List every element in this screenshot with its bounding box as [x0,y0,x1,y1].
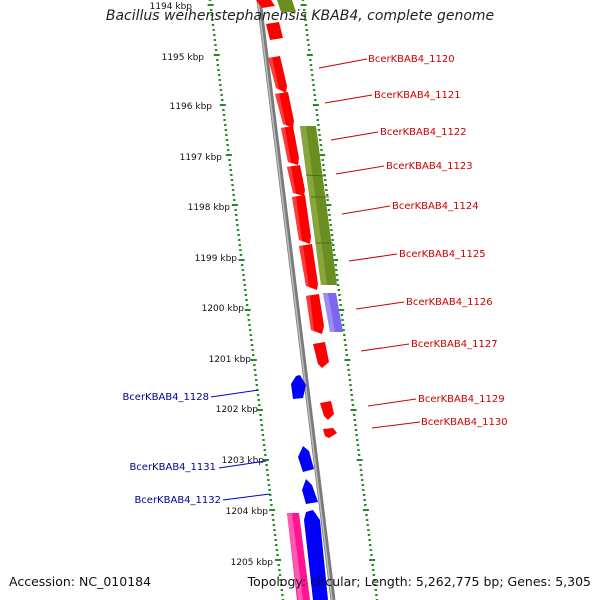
gene-label[interactable]: BcerKBAB4_1124 [392,201,479,212]
ruler-label: 1200 kbp [202,304,245,314]
leader-line [348,253,398,262]
green-feature-track [277,0,337,285]
ruler-ticks-left [207,0,285,600]
ruler-label: 1202 kbp [216,405,259,415]
gene-highlight [299,245,309,287]
gene-blue-large [304,510,328,600]
ruler-label: 1194 kbp [150,2,193,12]
gene-label[interactable]: BcerKBAB4_1127 [411,339,498,350]
gene-arrow [256,0,275,8]
genome-backbone [256,0,336,600]
leader-line [318,58,368,69]
ruler-label: 1198 kbp [188,203,231,213]
leader-line [341,205,391,215]
genome-backbone-highlight [257,0,333,600]
label-leaders-left [210,389,271,501]
ruler-label: 1197 kbp [180,153,223,163]
gene-labels-left: BcerKBAB4_1128 BcerKBAB4_1131 BcerKBAB4_… [122,392,221,506]
gene-1130 [323,428,337,438]
ruler-labels: 1194 kbp 1195 kbp 1196 kbp 1197 kbp 1198… [150,2,274,568]
gene-label[interactable]: BcerKBAB4_1120 [368,54,455,65]
gene-label[interactable]: BcerKBAB4_1121 [374,90,461,101]
leader-line [222,493,271,501]
ruler-label: 1204 kbp [226,507,269,517]
gene-1128 [291,375,306,399]
gene-label[interactable]: BcerKBAB4_1123 [386,161,473,172]
leader-line [355,301,405,310]
gene-highlight [268,57,279,89]
gene-highlight [292,196,302,241]
gene-1132 [302,479,318,504]
forward-genes-highlight [268,57,314,331]
gene-label[interactable]: BcerKBAB4_1122 [380,127,467,138]
gene-label[interactable]: BcerKBAB4_1131 [129,462,216,473]
gene-label[interactable]: BcerKBAB4_1132 [134,495,221,506]
ruler-label: 1199 kbp [195,254,238,264]
ruler-ticks-right [300,0,379,600]
ruler-label: 1203 kbp [222,456,265,466]
accession-text: Accession: NC_010184 [9,574,152,589]
leader-line [210,389,259,398]
gene-label[interactable]: BcerKBAB4_1130 [421,417,508,428]
reverse-genes [291,375,328,600]
purple-feature-shade [323,293,335,332]
ruler-label: 1196 kbp [170,102,213,112]
gene-labels-right: BcerKBAB4_1120 BcerKBAB4_1121 BcerKBAB4_… [368,54,508,428]
gene-highlight [275,93,286,125]
leader-line [218,460,267,469]
map-title: Bacillus weihenstephanensis KBAB4, compl… [105,8,495,24]
green-feature-shade [300,126,327,285]
pink-feature-shade [287,513,303,600]
leader-line [335,165,385,175]
label-leaders-right [318,58,421,429]
gene-label[interactable]: BcerKBAB4_1129 [418,394,505,405]
gene-highlight [287,166,296,194]
green-feature-divider [305,174,327,177]
gene-1131 [298,446,314,472]
leader-line [371,421,421,429]
gene-highlight [306,295,314,331]
gene-label[interactable]: BcerKBAB4_1128 [122,392,209,403]
gene-label[interactable]: BcerKBAB4_1126 [406,297,493,308]
gene-arrow [266,22,283,40]
ruler-label: 1201 kbp [209,355,252,365]
leader-line [330,131,379,141]
leader-line [324,94,373,104]
leader-line [367,398,417,407]
gene-label[interactable]: BcerKBAB4_1125 [399,249,486,260]
gene-1127 [313,342,329,368]
ruler-label: 1205 kbp [231,558,274,568]
gene-1129 [320,401,334,420]
ruler-label: 1195 kbp [162,53,205,63]
green-feature [277,0,296,12]
genome-summary-text: Topology: circular; Length: 5,262,775 bp… [247,574,591,589]
leader-line [360,343,410,352]
gene-highlight [281,127,291,163]
